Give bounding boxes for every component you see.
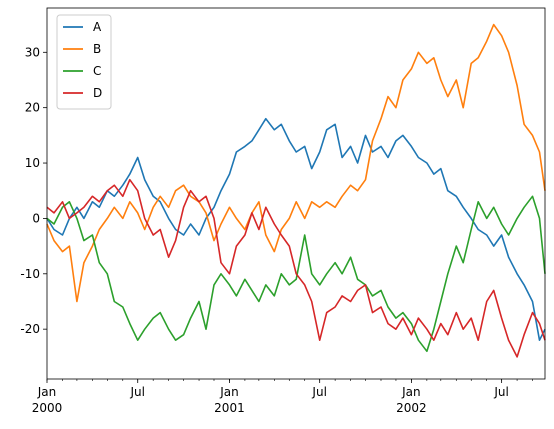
x-tick-label: Jan: [401, 385, 421, 399]
x-tick-label: Jul: [311, 385, 326, 399]
x-tick-label: Jul: [493, 385, 508, 399]
legend-box: [56, 14, 112, 110]
x-tick-year-label: 2000: [32, 401, 63, 415]
series-line-d: [46, 178, 546, 358]
y-tick-label: 20: [25, 101, 40, 115]
series-line-a: [46, 117, 546, 341]
legend-label-c: C: [93, 64, 101, 78]
plot-frame: [46, 7, 546, 380]
series-line-b: [46, 23, 546, 303]
y-tick-label: 0: [32, 211, 40, 225]
x-tick-label: Jan: [37, 385, 57, 399]
legend-label-b: B: [93, 42, 101, 56]
x-tick-year-label: 2002: [396, 401, 427, 415]
legend-label-a: A: [93, 20, 102, 34]
series-line-c: [46, 195, 546, 353]
y-tick-label: -10: [20, 267, 40, 281]
y-tick-label: 10: [25, 156, 40, 170]
x-tick-label: Jan: [219, 385, 239, 399]
series-layer: [46, 23, 546, 358]
y-tick-label: 30: [25, 45, 40, 59]
axes-layer: -20 -10 0 10 20 30 Jan 2000 Jul Jan 2001 Jul Jan 2002…: [20, 45, 533, 415]
x-tick-year-label: 2001: [214, 401, 245, 415]
x-tick-label: Jul: [129, 385, 144, 399]
legend-label-d: D: [93, 86, 102, 100]
y-tick-label: -20: [20, 322, 40, 336]
